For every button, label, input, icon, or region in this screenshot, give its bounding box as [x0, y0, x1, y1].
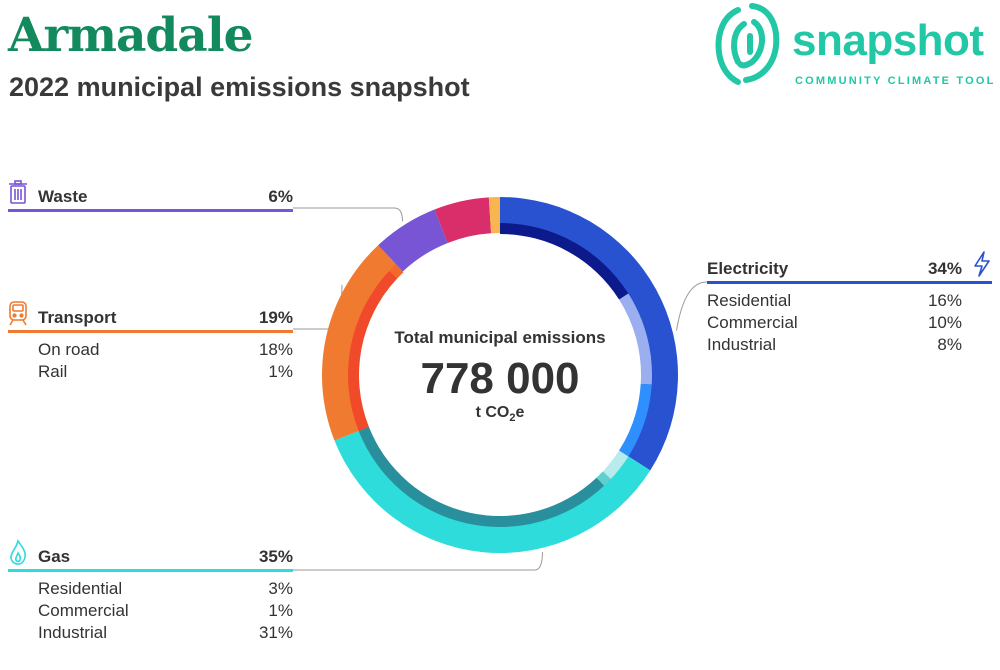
- legend-row-percent: 31%: [259, 623, 293, 643]
- legend-row-percent: 10%: [928, 313, 962, 333]
- legend-waste-header: Waste 6%: [8, 183, 293, 212]
- lightning-icon: [972, 251, 992, 277]
- legend-waste: Waste 6%: [8, 183, 293, 212]
- legend-row-name: Industrial: [38, 623, 107, 643]
- train-icon: [8, 300, 28, 326]
- legend-electricity-row: Industrial 8%: [707, 334, 992, 356]
- legend-transport-name: Transport: [38, 308, 116, 328]
- legend-transport-percent: 19%: [259, 308, 293, 328]
- legend-electricity: Electricity 34% Residential 16% Commerci…: [707, 255, 992, 356]
- legend-gas-name: Gas: [38, 547, 70, 567]
- leader-line-waste: [293, 208, 402, 221]
- bin-icon: [8, 179, 28, 205]
- legend-waste-name: Waste: [38, 187, 87, 207]
- unit-prefix: t CO: [476, 404, 510, 421]
- legend-transport: Transport 19% On road 18% Rail 1%: [8, 304, 293, 383]
- legend-gas: Gas 35% Residential 3% Commercial 1% Ind…: [8, 543, 293, 644]
- leader-line-gas: [293, 552, 542, 570]
- legend-transport-header: Transport 19%: [8, 304, 293, 333]
- legend-row-percent: 16%: [928, 291, 962, 311]
- legend-row-name: Residential: [38, 579, 122, 599]
- legend-gas-row: Commercial 1%: [8, 600, 293, 622]
- legend-waste-percent: 6%: [268, 187, 293, 207]
- legend-gas-percent: 35%: [259, 547, 293, 567]
- legend-transport-row: On road 18%: [8, 339, 293, 361]
- legend-gas-row: Industrial 31%: [8, 622, 293, 644]
- legend-electricity-row: Residential 16%: [707, 290, 992, 312]
- center-unit: t CO2e: [380, 404, 620, 424]
- legend-electricity-percent: 34%: [928, 259, 962, 279]
- legend-row-percent: 1%: [268, 362, 293, 382]
- legend-row-name: Industrial: [707, 335, 776, 355]
- center-label: Total municipal emissions: [380, 328, 620, 348]
- legend-row-percent: 3%: [268, 579, 293, 599]
- legend-row-name: Commercial: [707, 313, 798, 333]
- legend-row-percent: 8%: [937, 335, 962, 355]
- legend-row-name: Rail: [38, 362, 67, 382]
- legend-gas-row: Residential 3%: [8, 578, 293, 600]
- legend-row-name: Commercial: [38, 601, 129, 621]
- legend-electricity-header: Electricity 34%: [707, 255, 992, 284]
- legend-row-percent: 1%: [268, 601, 293, 621]
- legend-row-percent: 18%: [259, 340, 293, 360]
- legend-row-name: Residential: [707, 291, 791, 311]
- flame-icon: [8, 539, 28, 565]
- legend-transport-row: Rail 1%: [8, 361, 293, 383]
- legend-electricity-name: Electricity: [707, 259, 788, 279]
- donut-segment-gas: [334, 427, 650, 553]
- leader-line-electricity: [677, 282, 707, 331]
- unit-suffix: e: [516, 404, 525, 421]
- legend-row-name: On road: [38, 340, 99, 360]
- legend-gas-header: Gas 35%: [8, 543, 293, 572]
- center-total-value: 778 000: [380, 354, 620, 404]
- legend-electricity-row: Commercial 10%: [707, 312, 992, 334]
